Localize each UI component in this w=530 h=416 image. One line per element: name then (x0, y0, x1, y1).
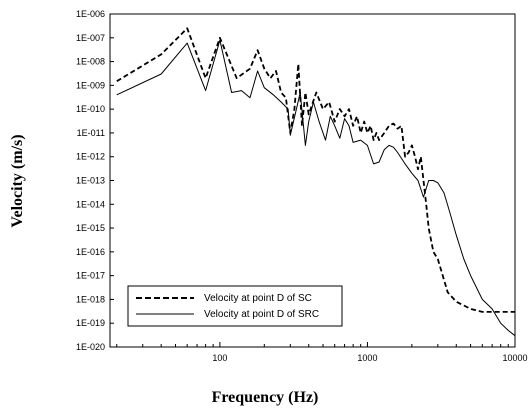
y-tick-label: 1E-016 (76, 247, 105, 257)
legend-label-sc: Velocity at point D of SC (204, 293, 312, 304)
series-line-sc (116, 27, 515, 313)
y-tick-label: 1E-009 (76, 80, 105, 90)
series-layer (116, 27, 516, 337)
plot-frame (109, 13, 516, 348)
x-tick-label: 1000 (357, 353, 377, 363)
y-tick-label: 1E-019 (76, 318, 105, 328)
y-tick-label: 1E-012 (76, 152, 105, 162)
legend-box (127, 285, 343, 327)
x-axis-ticks: 100 1000 10000 (116, 342, 528, 363)
legend-label-src: Velocity at point D of SRC (204, 309, 319, 320)
x-tick-label: 10000 (502, 353, 527, 363)
y-axis-title: Velocity (m/s) (9, 134, 26, 227)
y-tick-label: 1E-011 (77, 128, 105, 138)
y-axis-ticks: 1E-006 1E-007 1E-008 1E-009 1E-010 1E-011 1E-0… (76, 9, 114, 352)
y-tick-label: 1E-018 (76, 294, 105, 304)
y-tick-label: 1E-017 (76, 271, 105, 281)
y-tick-label: 1E-006 (76, 9, 105, 19)
y-tick-label: 1E-008 (76, 57, 105, 67)
y-tick-label: 1E-015 (76, 223, 105, 233)
y-tick-label: 1E-010 (76, 104, 105, 114)
x-axis-title: Frequency (Hz) (212, 389, 319, 406)
y-tick-label: 1E-007 (76, 33, 105, 43)
series-line-src (116, 39, 516, 337)
legend: Velocity at point D of SC Velocity at po… (127, 285, 343, 327)
y-tick-label: 1E-014 (76, 199, 105, 209)
x-tick-label: 100 (212, 353, 227, 363)
y-tick-label: 1E-020 (76, 342, 105, 352)
y-tick-label: 1E-013 (76, 176, 105, 186)
